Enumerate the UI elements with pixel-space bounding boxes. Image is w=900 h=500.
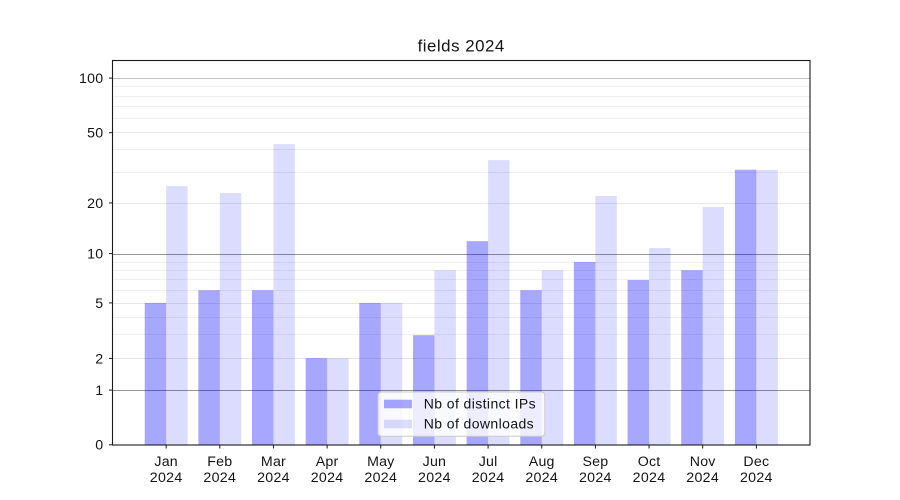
svg-text:2024: 2024 [633, 470, 666, 486]
svg-text:2024: 2024 [740, 470, 773, 486]
svg-text:Mar: Mar [261, 454, 286, 470]
svg-text:Jan: Jan [154, 454, 177, 470]
svg-text:Jun: Jun [423, 454, 446, 470]
svg-text:Oct: Oct [638, 454, 661, 470]
svg-text:Aug: Aug [529, 454, 555, 470]
svg-text:2024: 2024 [364, 470, 397, 486]
svg-text:Sep: Sep [582, 454, 608, 470]
svg-text:2024: 2024 [203, 470, 236, 486]
svg-text:10: 10 [87, 247, 103, 263]
svg-text:May: May [367, 454, 395, 470]
svg-text:0: 0 [95, 438, 103, 454]
svg-text:Nb of downloads: Nb of downloads [424, 416, 534, 432]
svg-text:50: 50 [87, 126, 103, 142]
svg-text:2024: 2024 [686, 470, 719, 486]
svg-text:2024: 2024 [418, 470, 451, 486]
svg-text:2024: 2024 [257, 470, 290, 486]
svg-text:2024: 2024 [525, 470, 558, 486]
svg-text:1: 1 [95, 383, 103, 399]
svg-text:Jul: Jul [479, 454, 498, 470]
svg-text:Nb of distinct IPs: Nb of distinct IPs [424, 396, 536, 412]
svg-text:Apr: Apr [316, 454, 339, 470]
svg-text:Nov: Nov [690, 454, 717, 470]
svg-text:2: 2 [95, 351, 103, 367]
svg-text:2024: 2024 [579, 470, 612, 486]
svg-text:2024: 2024 [311, 470, 344, 486]
svg-text:fields 2024: fields 2024 [418, 37, 505, 56]
svg-text:Dec: Dec [743, 454, 769, 470]
svg-text:Feb: Feb [207, 454, 232, 470]
svg-text:2024: 2024 [472, 470, 505, 486]
svg-text:20: 20 [87, 196, 103, 212]
svg-text:100: 100 [79, 71, 103, 87]
svg-text:2024: 2024 [150, 470, 183, 486]
svg-text:5: 5 [95, 296, 103, 312]
